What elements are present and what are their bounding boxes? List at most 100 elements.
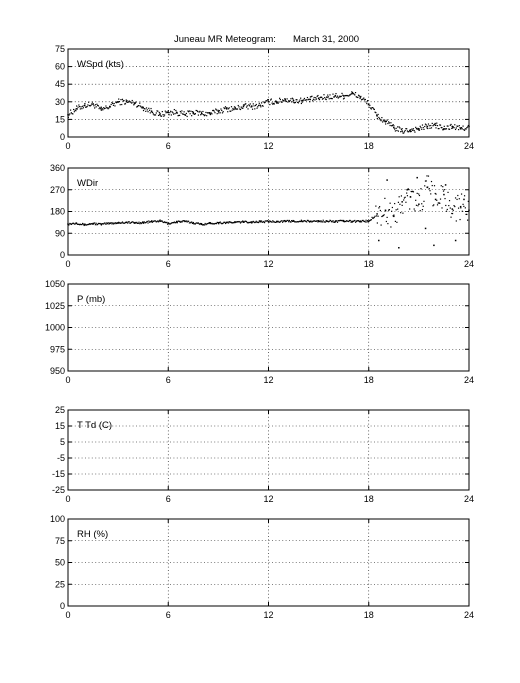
data-point xyxy=(263,102,266,104)
data-point xyxy=(417,127,419,130)
x-tick-label: 24 xyxy=(464,610,474,620)
data-point xyxy=(285,220,287,222)
data-point xyxy=(417,205,419,207)
data-point xyxy=(238,220,240,223)
data-point xyxy=(72,222,74,224)
data-point xyxy=(257,221,259,223)
data-point xyxy=(99,106,101,109)
data-point xyxy=(369,219,372,221)
data-point xyxy=(373,216,375,218)
data-point xyxy=(108,107,110,109)
data-point xyxy=(285,100,287,102)
data-point xyxy=(459,127,461,129)
data-point xyxy=(83,105,85,107)
data-point xyxy=(227,111,229,113)
data-point xyxy=(217,109,219,111)
data-point xyxy=(197,110,199,113)
data-point xyxy=(336,221,339,223)
data-point xyxy=(157,221,160,223)
x-tick-label: 0 xyxy=(65,610,70,620)
data-point xyxy=(179,220,181,223)
data-point xyxy=(194,223,196,225)
data-point xyxy=(342,94,344,96)
data-point xyxy=(126,100,128,102)
y-tick-label: 15 xyxy=(55,114,65,124)
data-point xyxy=(246,105,248,107)
data-point xyxy=(468,125,470,128)
data-point xyxy=(85,224,87,226)
data-point xyxy=(233,221,236,223)
data-point xyxy=(218,110,221,112)
data-point xyxy=(196,222,198,224)
data-point xyxy=(202,224,204,226)
data-point xyxy=(300,219,303,221)
data-point xyxy=(419,210,421,212)
y-tick-label: 270 xyxy=(50,185,65,195)
data-point xyxy=(138,221,140,223)
data-point xyxy=(467,200,469,202)
data-point xyxy=(413,208,415,210)
data-point xyxy=(281,101,283,103)
data-point xyxy=(318,98,321,101)
data-point xyxy=(67,113,69,116)
data-point xyxy=(191,221,193,223)
data-point xyxy=(427,123,430,125)
data-point xyxy=(130,102,133,104)
data-point xyxy=(454,128,457,131)
data-point xyxy=(81,108,83,110)
data-point xyxy=(118,222,121,224)
data-point xyxy=(376,222,378,224)
data-point xyxy=(127,101,130,103)
data-point xyxy=(271,221,273,223)
data-point xyxy=(176,112,178,114)
data-point xyxy=(308,98,310,100)
data-point xyxy=(192,111,195,114)
x-tick-label: 6 xyxy=(166,259,171,269)
data-point xyxy=(97,222,100,225)
data-point xyxy=(390,122,392,124)
data-point xyxy=(461,128,463,130)
data-point xyxy=(166,223,169,225)
data-point xyxy=(314,220,316,222)
data-point xyxy=(408,130,410,133)
data-point xyxy=(450,123,452,126)
data-point xyxy=(238,106,240,108)
data-point xyxy=(133,103,136,105)
data-point xyxy=(338,220,340,222)
y-tick-label: 1025 xyxy=(45,301,65,311)
data-point xyxy=(309,98,312,101)
data-point xyxy=(283,219,285,222)
data-point xyxy=(296,99,298,101)
data-point xyxy=(393,125,395,127)
data-point xyxy=(158,220,160,222)
data-point xyxy=(97,223,99,226)
data-point xyxy=(396,221,398,223)
data-point xyxy=(365,219,367,221)
data-point xyxy=(76,108,78,110)
data-point xyxy=(449,207,451,209)
data-point xyxy=(253,221,255,223)
data-point xyxy=(131,99,133,102)
data-point xyxy=(416,176,418,179)
data-point xyxy=(115,101,117,103)
x-tick-label: 6 xyxy=(166,141,171,151)
data-point xyxy=(156,220,158,223)
data-point xyxy=(463,195,466,197)
data-point xyxy=(387,122,389,125)
data-point xyxy=(339,95,341,97)
data-point xyxy=(201,223,203,226)
data-point xyxy=(299,220,301,222)
data-point xyxy=(442,186,444,188)
data-point xyxy=(412,190,414,192)
data-point xyxy=(114,223,116,225)
data-point xyxy=(174,113,176,115)
data-point xyxy=(452,209,454,211)
data-point xyxy=(206,223,209,225)
panel-2: 0 6 12 18 24 0 90 180 270 360 WDir xyxy=(50,163,474,269)
data-point xyxy=(98,222,100,225)
data-point xyxy=(281,220,283,222)
data-point xyxy=(460,193,463,195)
data-point xyxy=(348,94,351,96)
data-point xyxy=(87,223,89,226)
data-point xyxy=(186,115,188,118)
